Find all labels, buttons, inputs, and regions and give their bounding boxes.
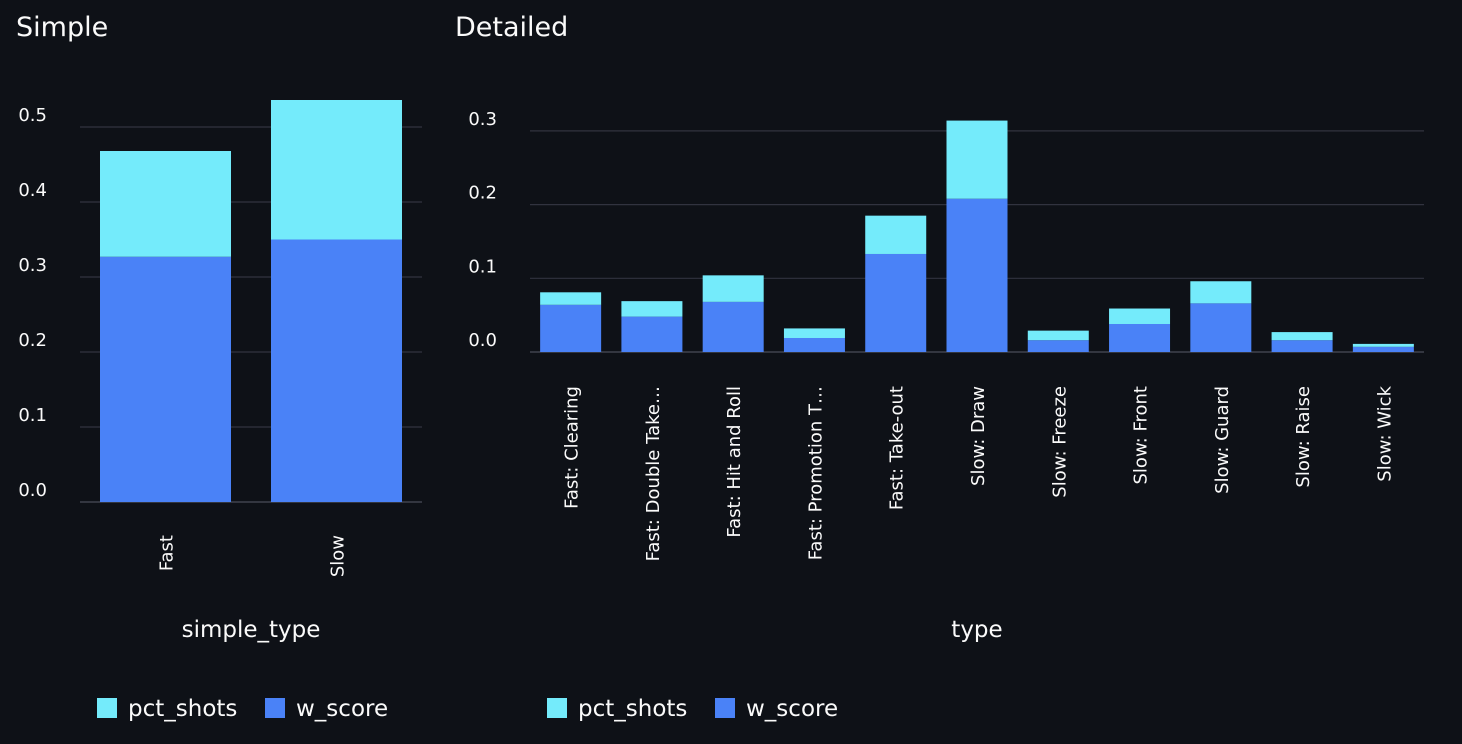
y-tick-label: 0.0 (468, 330, 497, 351)
x-tick-label: Fast: Hit and Roll (724, 386, 745, 538)
bar-w-score[interactable] (1352, 346, 1414, 352)
y-tick-label: 0.0 (18, 480, 47, 501)
bar-pct-shots[interactable] (1271, 332, 1333, 341)
bar-w-score[interactable] (946, 198, 1008, 352)
legend-swatch-w-score (715, 698, 735, 718)
x-tick-label: Slow: Guard (1212, 386, 1233, 494)
bar-pct-shots[interactable] (540, 292, 602, 305)
y-tick-label: 0.1 (18, 405, 47, 426)
legend-label: pct_shots (578, 696, 687, 722)
bar-pct-shots[interactable] (702, 275, 764, 302)
legend-label: pct_shots (128, 696, 237, 722)
x-tick-label: Slow: Front (1131, 386, 1152, 485)
x-tick-label: Fast (157, 535, 178, 571)
x-tick-label: Slow: Raise (1293, 386, 1314, 488)
simple-chart: 0.0 0.1 0.2 0.3 0.4 0.5 Fast Slow simple_typepct… (18, 100, 422, 722)
bar-w-score[interactable] (621, 316, 683, 352)
x-axis-title: simple_type (182, 617, 321, 643)
bar-w-score[interactable] (1109, 323, 1171, 352)
x-tick-label: Slow (328, 535, 349, 577)
legend-label: w_score (296, 696, 388, 722)
bar-pct-shots[interactable] (100, 151, 231, 257)
bar-w-score[interactable] (783, 337, 845, 352)
detailed-chart: 0.0 0.1 0.2 0.3 Fast: Clearing Fast: Double T… (468, 109, 1424, 722)
bar-pct-shots[interactable] (783, 328, 845, 338)
bar-pct-shots[interactable] (865, 215, 927, 254)
x-tick-label: Fast: Promotion T… (805, 386, 826, 560)
bar-pct-shots[interactable] (1352, 343, 1414, 347)
x-tick-label: Fast: Double Take… (643, 386, 664, 561)
bar-pct-shots[interactable] (1027, 330, 1089, 341)
bar-w-score[interactable] (865, 253, 927, 352)
bar-w-score[interactable] (1271, 340, 1333, 352)
y-tick-label: 0.3 (18, 255, 47, 276)
legend-swatch-w-score (265, 698, 285, 718)
bar-w-score[interactable] (702, 301, 764, 352)
simple-chart-title: Simple (16, 12, 109, 43)
y-tick-label: 0.1 (468, 256, 497, 277)
x-tick-label: Slow: Freeze (1049, 386, 1070, 498)
y-tick-label: 0.4 (18, 180, 47, 201)
y-tick-label: 0.2 (468, 183, 497, 204)
bar-pct-shots[interactable] (271, 100, 402, 240)
y-tick-label: 0.3 (468, 109, 497, 130)
legend-swatch-pct-shots (547, 698, 567, 718)
x-tick-label: Fast: Clearing (562, 386, 583, 509)
x-tick-label: Slow: Draw (968, 386, 989, 486)
bar-pct-shots[interactable] (946, 120, 1008, 199)
y-tick-label: 0.2 (18, 330, 47, 351)
legend-swatch-pct-shots (97, 698, 117, 718)
bar-w-score[interactable] (540, 304, 602, 352)
x-tick-label: Fast: Take-out (887, 386, 908, 510)
y-tick-label: 0.5 (18, 105, 47, 126)
x-tick-label: Slow: Wick (1374, 385, 1395, 481)
bar-pct-shots[interactable] (621, 301, 683, 317)
x-axis-title: type (951, 617, 1002, 643)
detailed-chart-title: Detailed (455, 12, 569, 43)
bar-w-score[interactable] (100, 256, 231, 502)
bar-w-score[interactable] (1027, 340, 1089, 352)
bar-pct-shots[interactable] (1190, 281, 1252, 304)
bar-w-score[interactable] (271, 239, 402, 503)
bar-w-score[interactable] (1190, 303, 1252, 352)
bar-pct-shots[interactable] (1109, 308, 1171, 324)
legend-label: w_score (746, 696, 838, 722)
